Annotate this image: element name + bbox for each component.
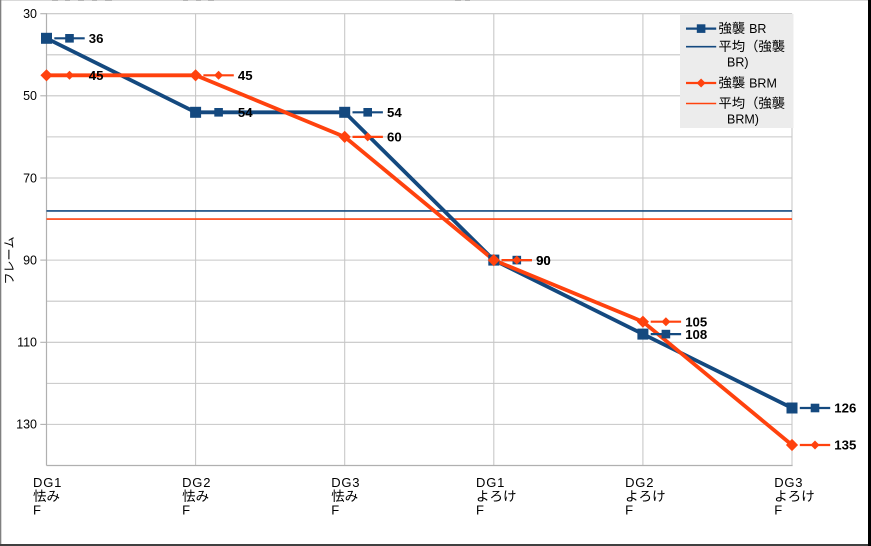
svg-text:90: 90 (536, 253, 551, 268)
svg-text:F: F (625, 502, 633, 517)
svg-text:90: 90 (23, 253, 37, 267)
svg-text:F: F (33, 502, 41, 517)
svg-text:30: 30 (23, 7, 37, 21)
svg-text:F: F (774, 502, 782, 517)
svg-text:126: 126 (834, 401, 856, 416)
svg-text:BR: BR (749, 22, 766, 36)
svg-text:130: 130 (16, 418, 37, 432)
svg-text:DG2: DG2 (182, 475, 211, 490)
svg-text:F: F (182, 502, 190, 517)
svg-text:F: F (476, 502, 484, 517)
svg-text:110: 110 (17, 336, 37, 350)
svg-text:DG1: DG1 (476, 475, 505, 490)
svg-text:DG3: DG3 (774, 475, 803, 490)
svg-text:54: 54 (387, 105, 402, 120)
svg-text:135: 135 (834, 438, 856, 453)
svg-text:90: 90 (536, 253, 551, 268)
svg-text:50: 50 (23, 89, 37, 103)
svg-text:BRM: BRM (749, 76, 777, 90)
svg-text:60: 60 (387, 130, 402, 145)
svg-text:45: 45 (89, 68, 104, 83)
svg-text:F: F (331, 502, 339, 517)
svg-text:BR): BR) (727, 56, 749, 70)
svg-text:105: 105 (685, 314, 707, 329)
svg-text:DG2: DG2 (625, 475, 654, 490)
svg-text:54: 54 (238, 105, 253, 120)
svg-text:36: 36 (89, 31, 104, 46)
svg-text:DG3: DG3 (331, 475, 360, 490)
svg-text:108: 108 (685, 327, 707, 342)
svg-text:BRM): BRM) (727, 113, 759, 127)
svg-text:DG1: DG1 (33, 475, 62, 490)
svg-text:45: 45 (238, 68, 253, 83)
svg-text:70: 70 (23, 171, 37, 185)
